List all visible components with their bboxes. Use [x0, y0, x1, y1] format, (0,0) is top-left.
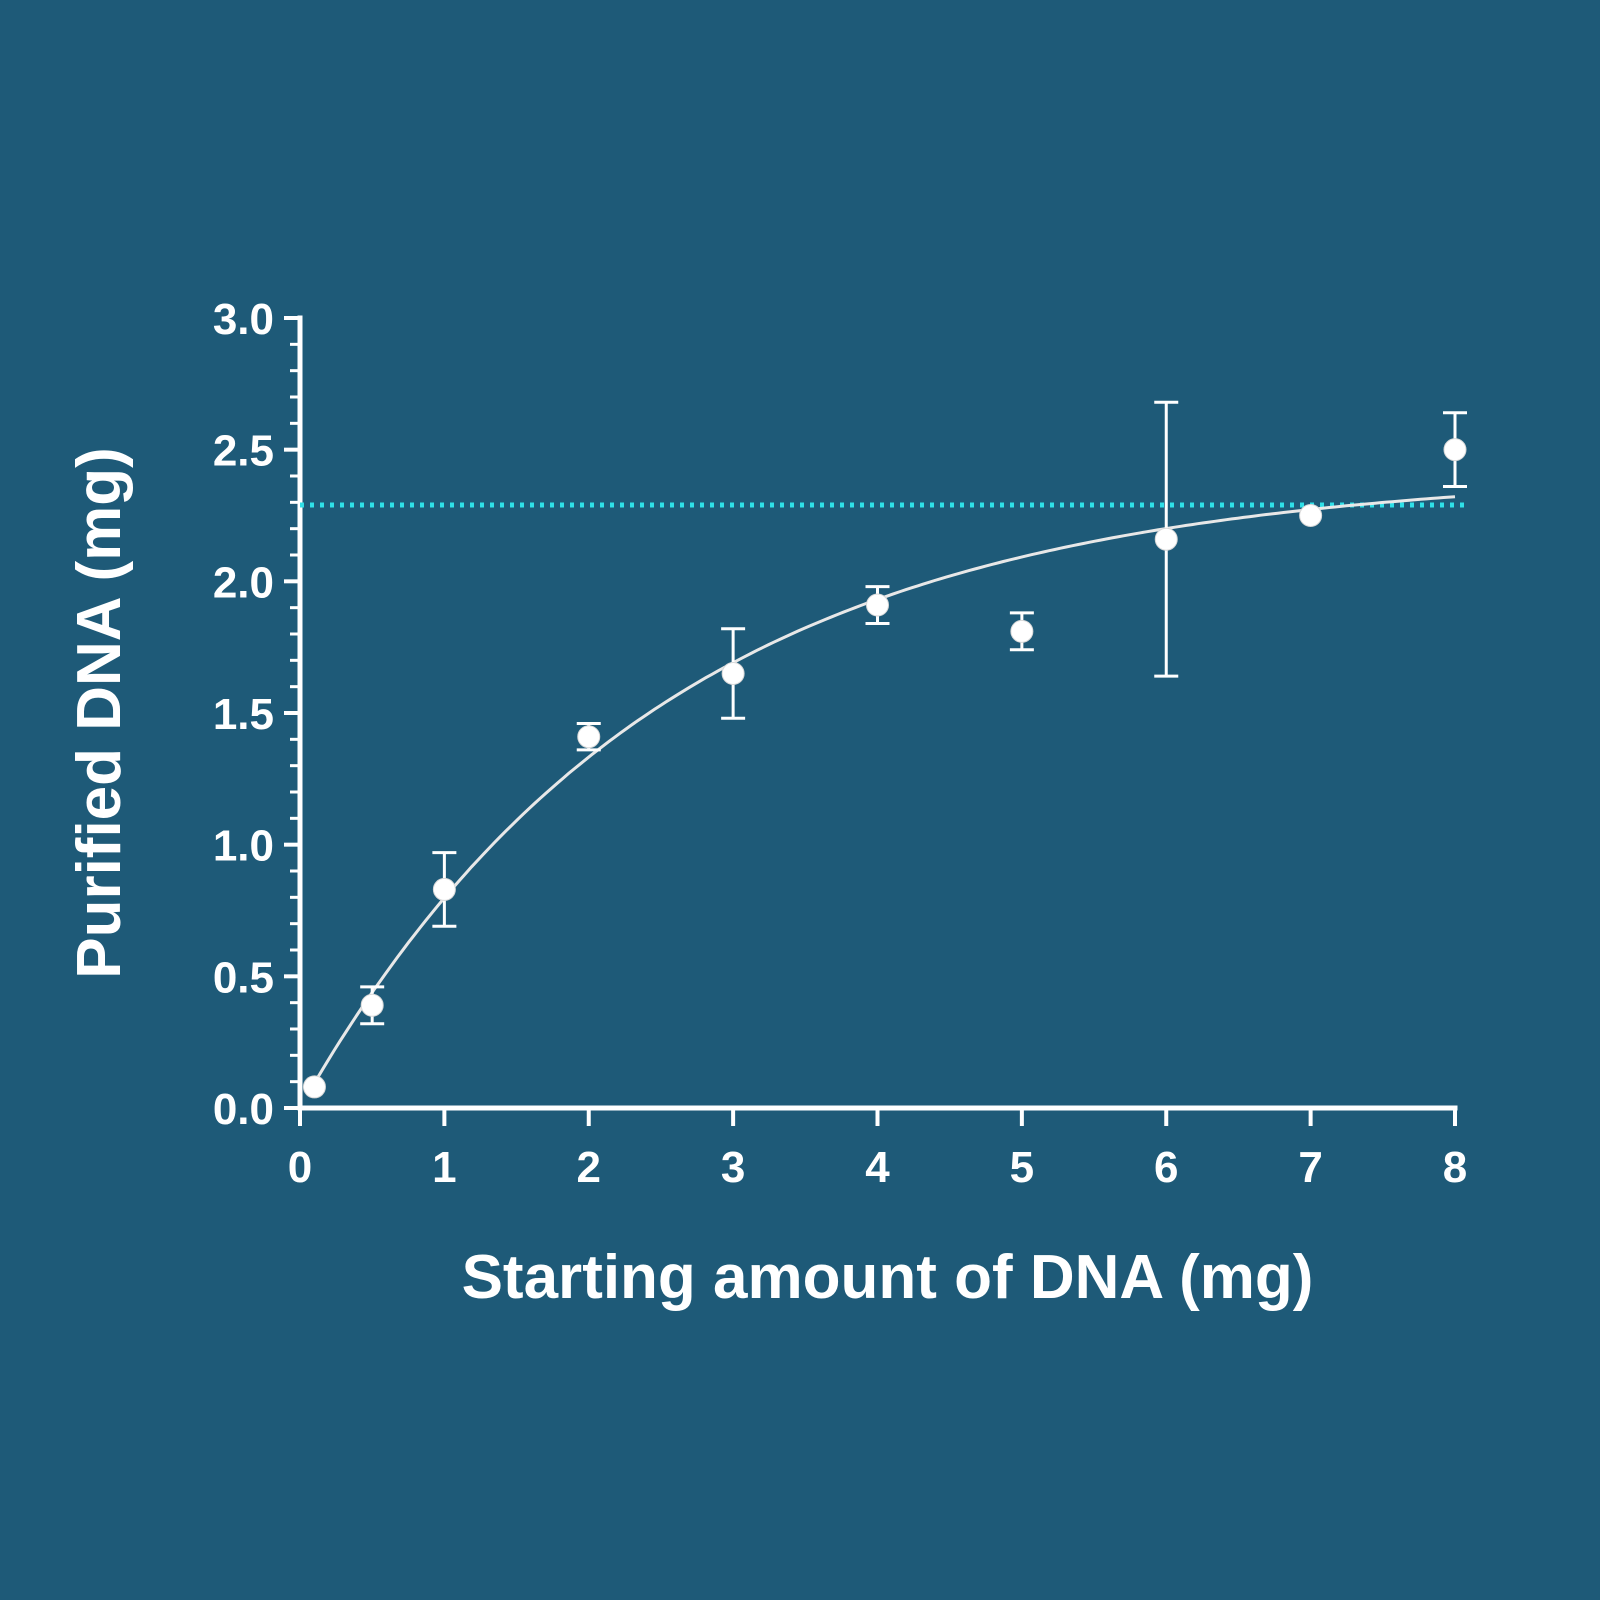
- data-point: [1299, 504, 1323, 527]
- x-tick-label: 2: [577, 1143, 601, 1192]
- error-bars: [360, 400, 1467, 1026]
- x-tick-label: 1: [432, 1143, 456, 1192]
- data-point: [721, 662, 745, 685]
- x-tick-label: 8: [1443, 1143, 1467, 1192]
- tick-labels: 0.0 0.5 1.0 1.5 2.0 2.5 3.0 0 1 2 3 4 5 6 7 8: [213, 295, 1467, 1192]
- y-tick-label: 1.0: [213, 822, 274, 871]
- y-tick-label: 2.5: [213, 427, 274, 476]
- data-point: [1443, 438, 1467, 462]
- x-axis-title: Starting amount of DNA (mg): [462, 1243, 1314, 1312]
- x-tick-label: 7: [1298, 1143, 1322, 1192]
- data-point: [577, 725, 601, 749]
- x-tick-label: 3: [721, 1143, 745, 1192]
- x-tick-label: 5: [1010, 1143, 1034, 1192]
- data-point: [360, 993, 384, 1017]
- y-tick-label: 3.0: [213, 295, 274, 344]
- data-point: [1154, 527, 1178, 551]
- data-points: [302, 438, 1467, 1099]
- data-point: [432, 877, 456, 901]
- x-tick-label: 0: [288, 1143, 312, 1192]
- y-tick-label: 1.5: [213, 690, 274, 739]
- y-tick-label: 2.0: [213, 558, 274, 607]
- data-point: [302, 1075, 326, 1099]
- data-point: [1010, 619, 1034, 643]
- x-tick-label: 4: [865, 1143, 890, 1192]
- y-tick-label: 0.5: [213, 953, 274, 1002]
- y-tick-label: 0.0: [213, 1085, 274, 1134]
- x-tick-label: 6: [1154, 1143, 1178, 1192]
- y-axis-title: Purified DNA (mg): [65, 447, 134, 979]
- data-point: [866, 593, 889, 617]
- axes: [284, 315, 1458, 1126]
